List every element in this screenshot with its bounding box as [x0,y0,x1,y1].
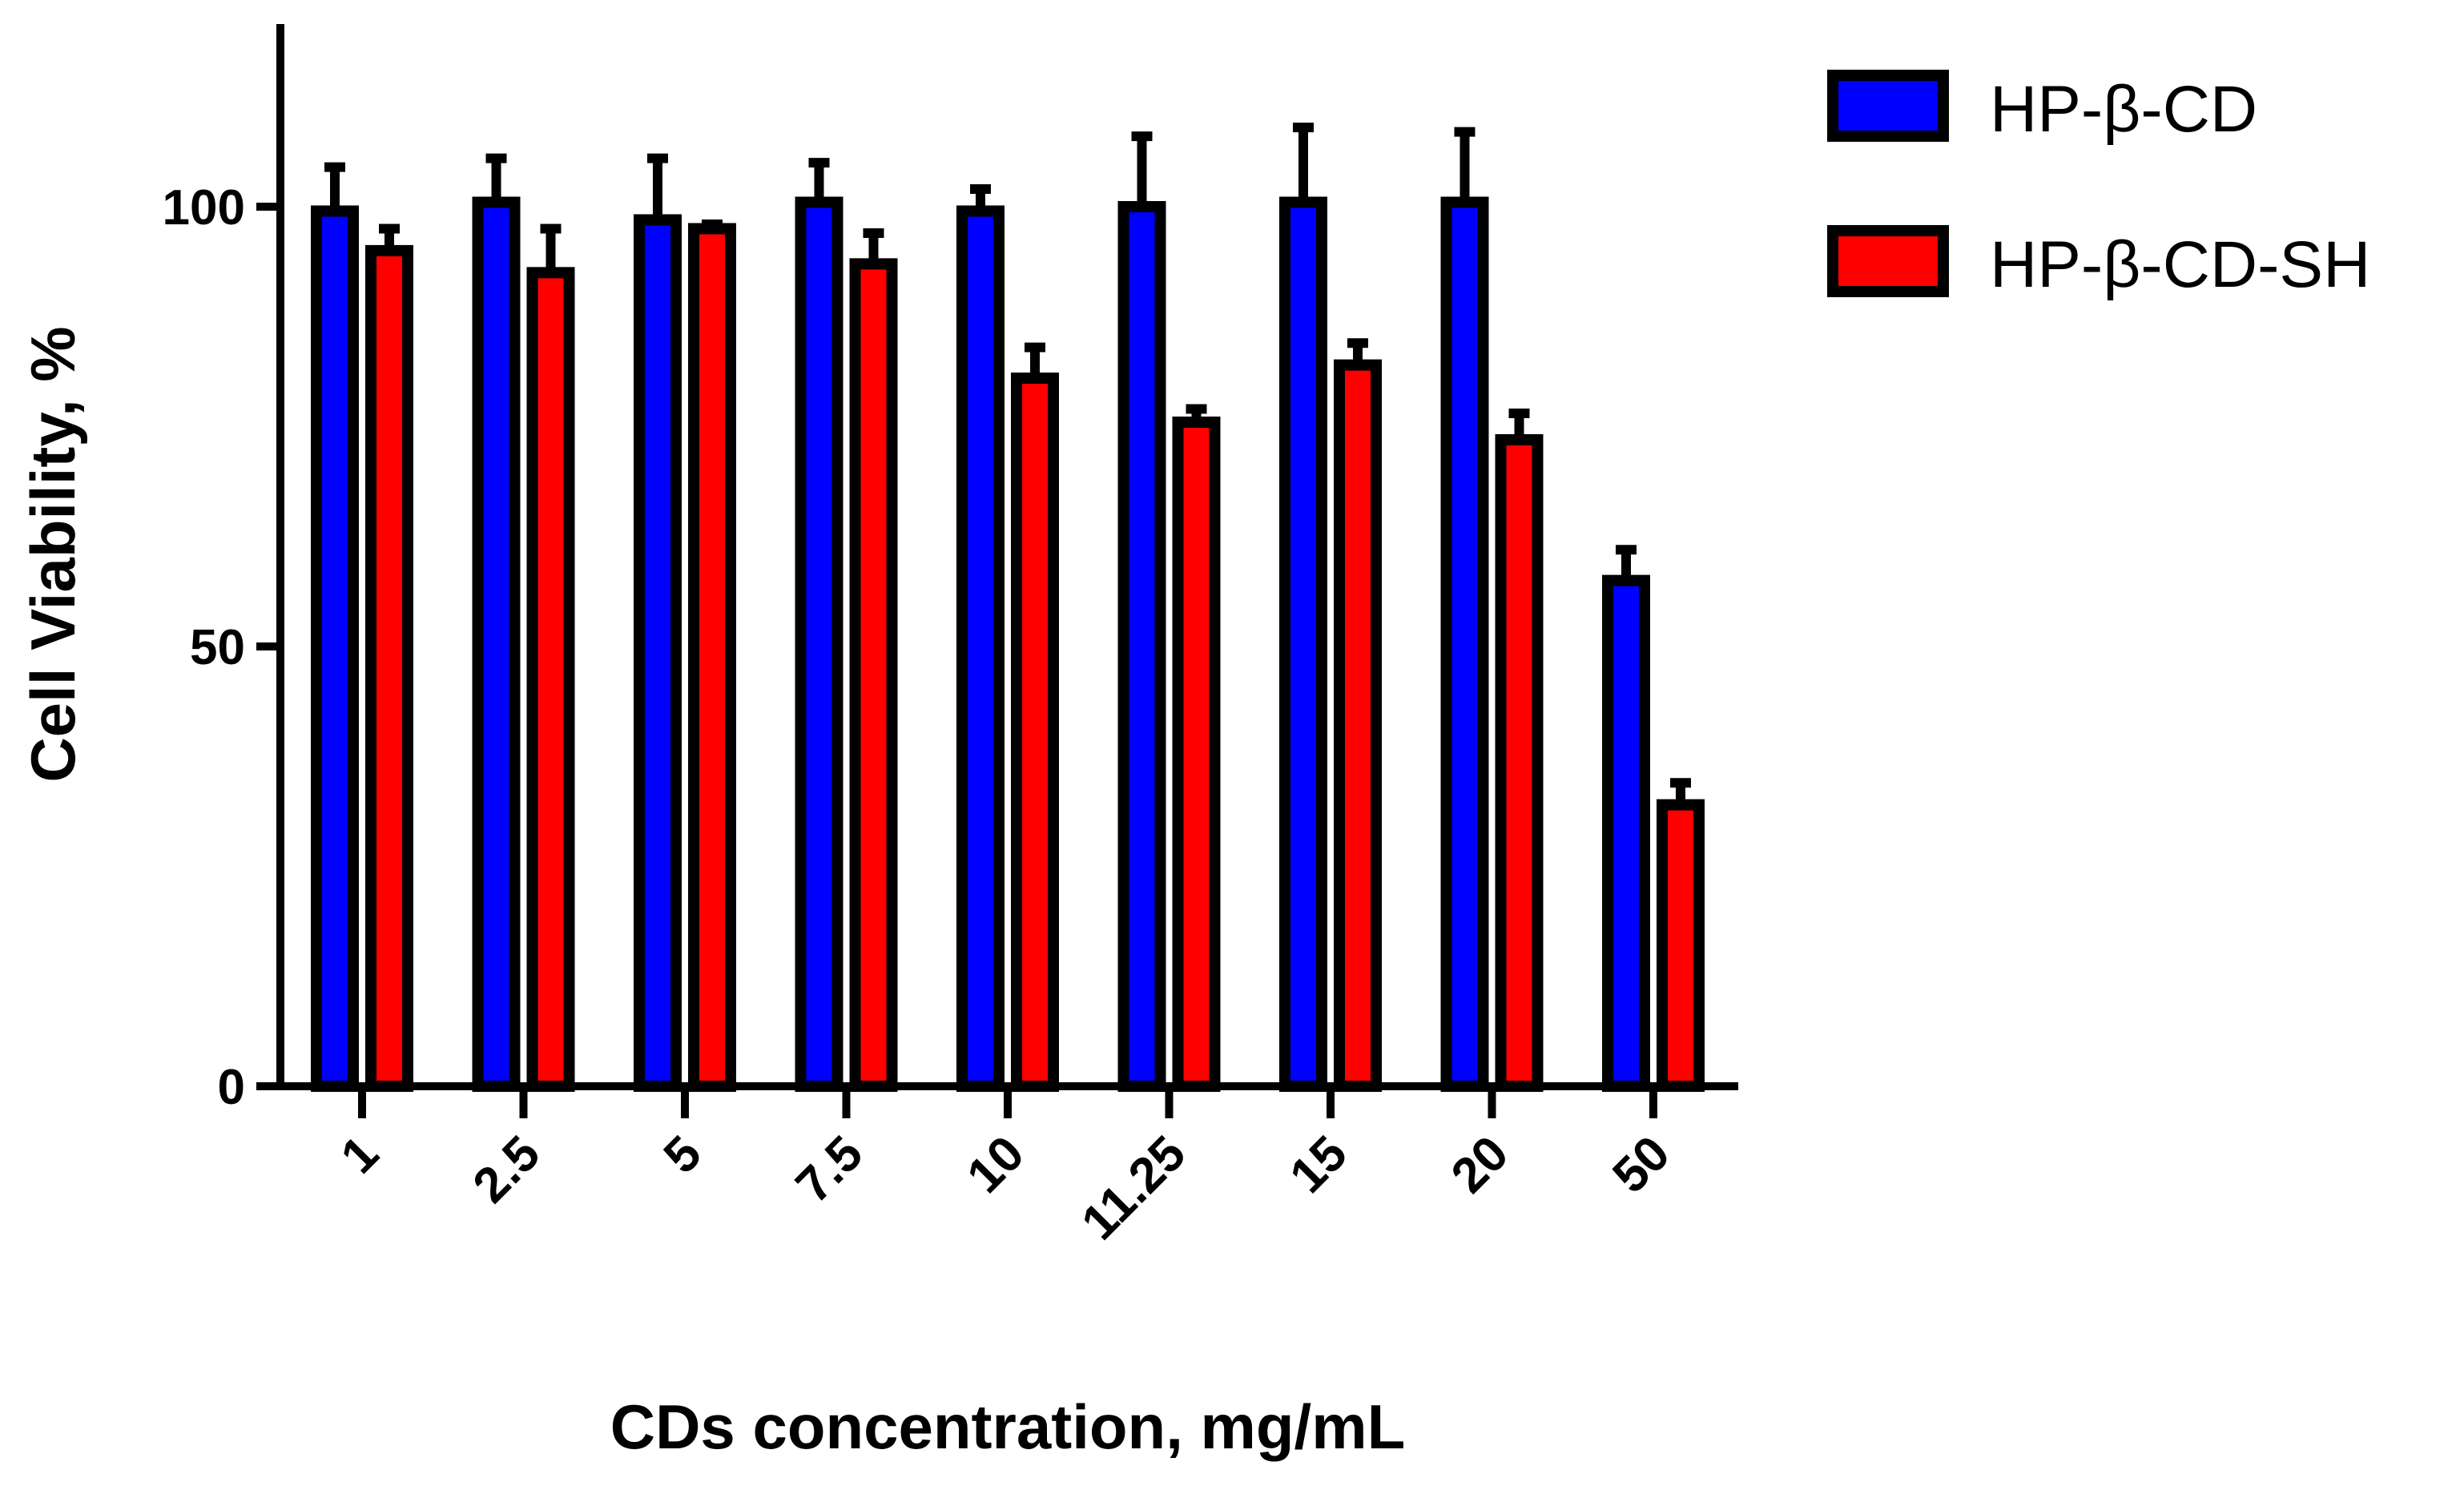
bar-hp-b-cd-sh-11.25 [1172,417,1221,1092]
x-tick-label: 10 [956,1126,1035,1204]
y-tick-label: 50 [190,620,245,675]
bar-hp-b-cd-sh-2.5 [526,267,575,1093]
legend-swatch-hp-b-cd-sh [1827,225,1949,297]
legend-swatch-hp-b-cd [1827,70,1949,142]
x-axis-ticks: 1 2.5 5 7.5 10 11.25 15 20 50 [331,1086,1681,1250]
bar-hp-b-cd-15 [1279,196,1327,1092]
x-tick-label: 2.5 [463,1126,551,1214]
x-tick-label: 20 [1441,1126,1520,1204]
x-tick-label: 1 [331,1126,389,1184]
x-axis-label: CDs concentration, mg/mL [610,1391,1405,1462]
y-axis-ticks: 0 50 100 [163,180,280,1115]
legend: HP-β-CD HP-β-CD-SH [1827,70,2370,301]
x-tick-label: 5 [654,1126,712,1184]
bar-hp-b-cd-11.25 [1117,201,1166,1092]
bar-hp-b-cd-sh-5 [688,223,736,1093]
bar-hp-b-cd-sh-50 [1657,799,1705,1092]
bar-hp-b-cd-10 [956,205,1005,1092]
legend-label-hp-b-cd-sh: HP-β-CD-SH [1990,228,2370,301]
bar-hp-b-cd-20 [1440,196,1489,1092]
y-tick-label: 0 [218,1060,245,1115]
bar-hp-b-cd-sh-20 [1495,433,1544,1092]
legend-label-hp-b-cd: HP-β-CD [1990,73,2257,146]
error-bars-layer [324,123,1691,805]
bar-hp-b-cd-7.5 [795,196,843,1092]
y-tick-label: 100 [163,180,245,236]
bar-hp-b-cd-1 [311,205,359,1092]
x-tick-label: 50 [1602,1126,1681,1204]
x-tick-label: 11.25 [1071,1126,1196,1250]
bar-hp-b-cd-sh-15 [1334,359,1382,1092]
x-tick-label: 15 [1279,1126,1358,1204]
bar-hp-b-cd-5 [634,214,682,1093]
y-axis-label: Cell Viability, % [18,326,88,782]
bar-hp-b-cd-50 [1602,574,1650,1092]
bar-hp-b-cd-sh-7.5 [849,258,898,1092]
bar-hp-b-cd-sh-1 [365,244,413,1092]
bar-hp-b-cd-sh-10 [1011,372,1059,1092]
bars-layer [311,196,1705,1093]
bar-hp-b-cd-2.5 [472,196,521,1092]
x-tick-label: 7.5 [786,1126,874,1214]
